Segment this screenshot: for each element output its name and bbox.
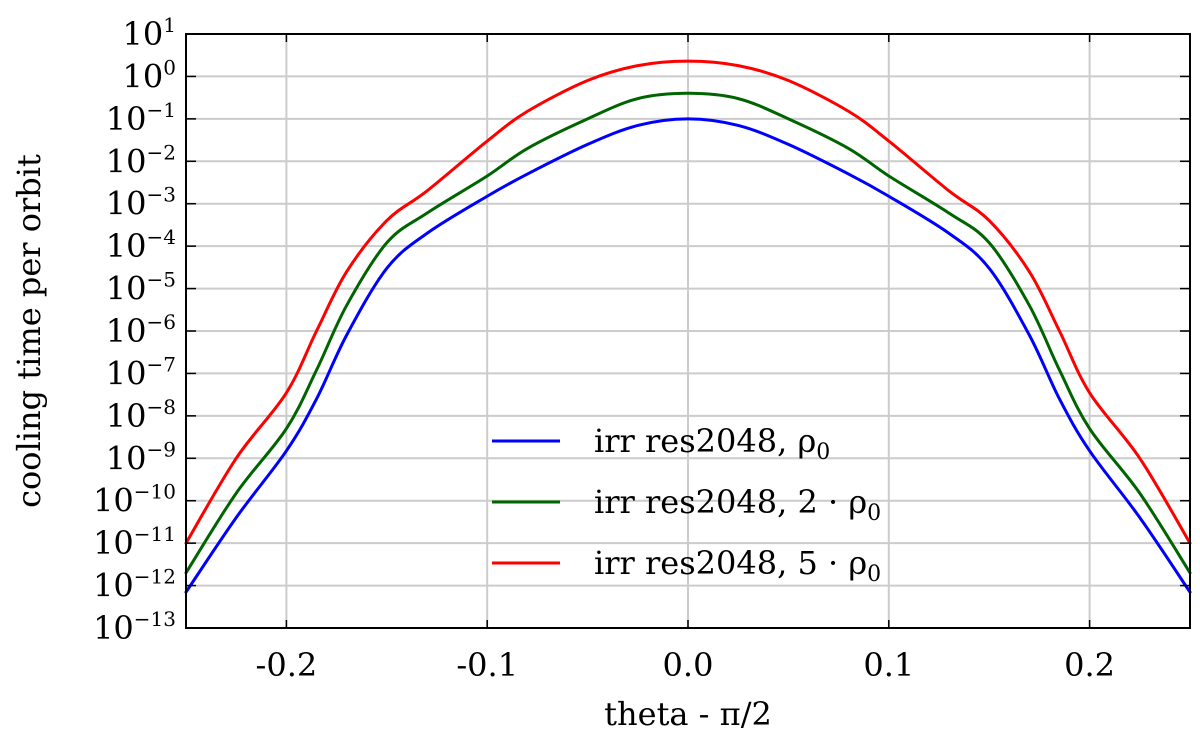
series-line-3 bbox=[184, 59, 1192, 545]
y-tick-label: 10−13 bbox=[93, 607, 176, 647]
legend-label: irr res2048, 2 · ρ0 bbox=[594, 483, 881, 526]
x-tick-label: -0.1 bbox=[456, 646, 518, 684]
series-line-2 bbox=[184, 91, 1192, 575]
y-tick-label: 10−9 bbox=[106, 437, 176, 477]
y-tick-label: 10−3 bbox=[106, 183, 176, 223]
grid bbox=[186, 34, 1190, 628]
y-tick-label: 10−10 bbox=[93, 480, 176, 520]
legend-label: irr res2048, ρ0 bbox=[594, 422, 830, 465]
axis-ticks bbox=[186, 33, 1190, 629]
y-tick-label: 10−1 bbox=[106, 98, 176, 138]
y-tick-label: 10−2 bbox=[106, 140, 176, 180]
legend-label: irr res2048, 5 · ρ0 bbox=[594, 544, 881, 587]
x-tick-label: -0.2 bbox=[256, 646, 318, 684]
x-tick-label: 0.1 bbox=[863, 646, 914, 684]
y-tick-label: 10−5 bbox=[106, 268, 176, 308]
y-tick-label: 10−11 bbox=[93, 522, 176, 562]
y-tick-label: 100 bbox=[123, 55, 176, 95]
series-lines bbox=[184, 59, 1192, 594]
y-tick-label: 10−6 bbox=[106, 310, 176, 350]
y-tick-labels: 10110010−110−210−310−410−510−610−710−810… bbox=[93, 13, 176, 647]
x-tick-label: 0.0 bbox=[663, 646, 714, 684]
y-tick-label: 101 bbox=[123, 13, 176, 53]
x-tick-labels: -0.2 -0.1 0.0 0.1 0.2 bbox=[256, 646, 1115, 684]
y-tick-label: 10−12 bbox=[93, 565, 176, 605]
x-axis-label: theta - π/2 bbox=[604, 695, 772, 733]
y-tick-label: 10−7 bbox=[106, 352, 176, 392]
y-tick-label: 10−4 bbox=[106, 225, 176, 265]
y-axis-label: cooling time per orbit bbox=[10, 154, 48, 508]
y-tick-label: 10−8 bbox=[106, 395, 176, 435]
x-tick-label: 0.2 bbox=[1064, 646, 1115, 684]
series-line-1 bbox=[184, 117, 1192, 594]
legend: irr res2048, ρ0 irr res2048, 2 · ρ0 irr re… bbox=[492, 422, 881, 587]
